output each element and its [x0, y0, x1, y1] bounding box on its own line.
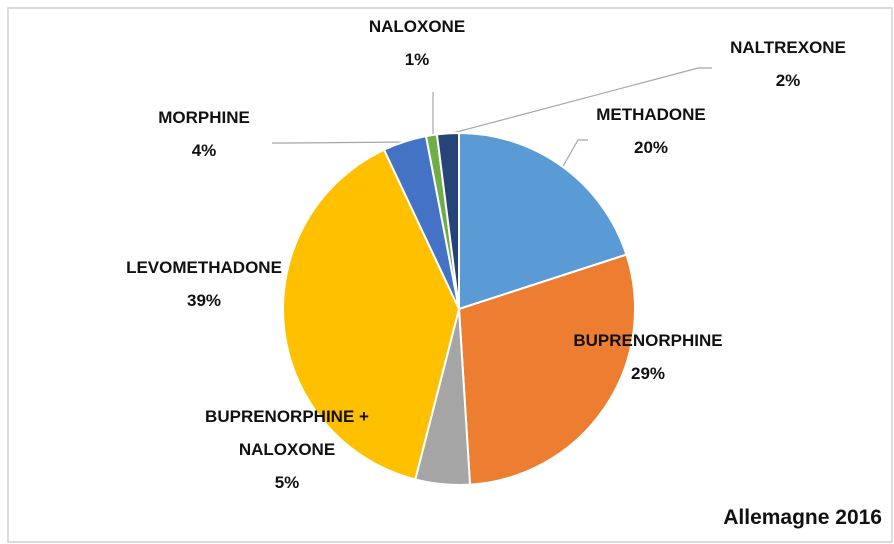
category-label: NALOXONE	[368, 17, 466, 36]
leader-line	[272, 141, 415, 144]
leader-lines	[272, 67, 712, 169]
value-label: 1%	[404, 50, 430, 69]
category-label: NALTREXONE	[730, 38, 846, 57]
data-label: BUPRENORPHINE + NALOXONE 5%	[192, 400, 382, 499]
leader-line	[561, 139, 588, 169]
data-label: MORPHINE 4%	[104, 101, 304, 167]
data-label: NALTREXONE 2%	[688, 31, 888, 97]
pie-slice	[457, 253, 636, 486]
pie-slice	[458, 131, 628, 311]
leader-line	[448, 67, 712, 135]
category-label: BUPRENORPHINE + NALOXONE	[205, 407, 369, 459]
data-label: BUPRENORPHINE 29%	[548, 324, 748, 390]
value-label: 39%	[186, 291, 222, 310]
data-label: LEVOMETHADONE 39%	[104, 251, 304, 317]
value-label: 5%	[274, 473, 300, 492]
value-label: 29%	[630, 364, 666, 383]
pie-slice	[435, 131, 460, 310]
value-label: 4%	[191, 141, 217, 160]
value-label: 2%	[775, 71, 801, 90]
category-label: LEVOMETHADONE	[126, 258, 282, 277]
category-label: METHADONE	[596, 105, 706, 124]
chart-title: Allemagne 2016	[723, 506, 882, 529]
pie-slice	[282, 148, 461, 481]
category-label: MORPHINE	[158, 108, 250, 127]
value-label: 20%	[633, 138, 669, 157]
data-label: METHADONE 20%	[551, 98, 751, 164]
category-label: BUPRENORPHINE	[573, 331, 723, 350]
data-label: NALOXONE 1%	[317, 10, 517, 76]
